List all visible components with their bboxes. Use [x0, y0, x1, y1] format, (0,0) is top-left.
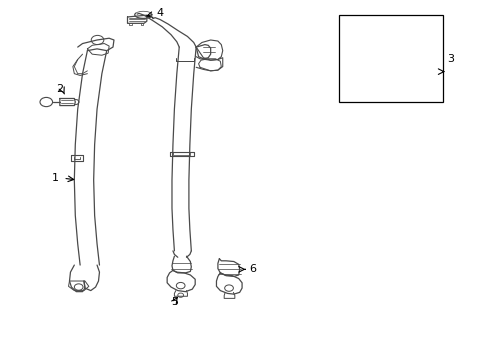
Text: 3: 3	[447, 54, 454, 64]
Text: 4: 4	[156, 8, 163, 18]
Text: 6: 6	[249, 264, 256, 274]
Text: 5: 5	[170, 297, 178, 307]
Bar	[338, 15, 442, 102]
Text: 1: 1	[51, 173, 58, 183]
Text: 2: 2	[56, 84, 63, 94]
